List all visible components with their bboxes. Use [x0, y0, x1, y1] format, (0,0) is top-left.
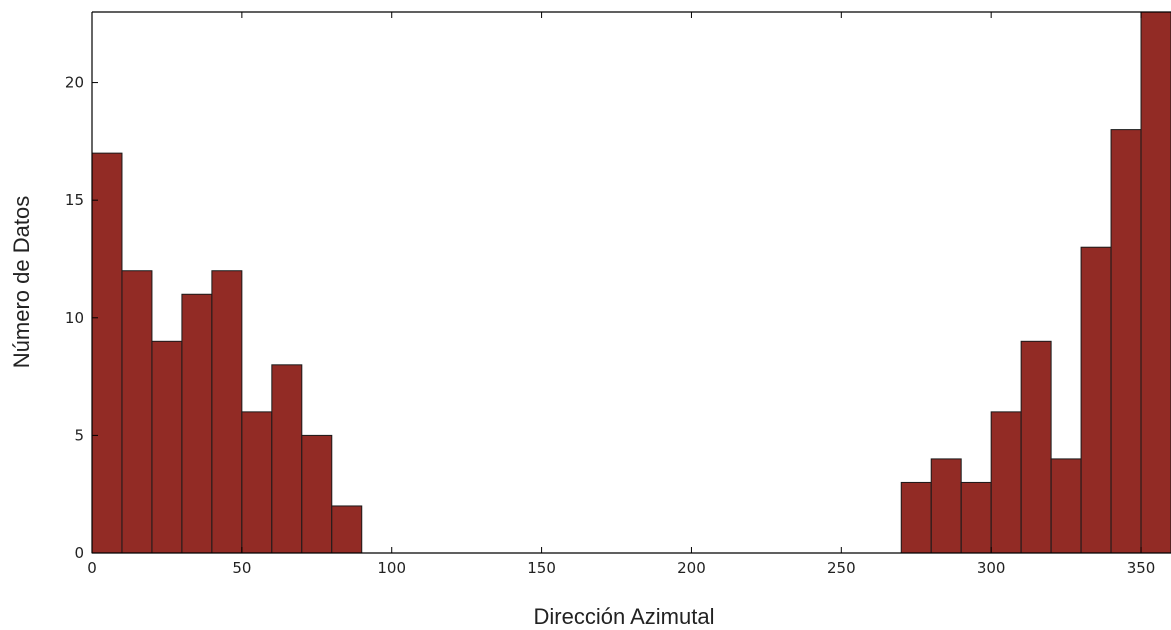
histogram-bar	[151, 340, 183, 554]
x-tick-label: 100	[377, 559, 406, 577]
x-tick-label: 150	[527, 559, 556, 577]
histogram-bar	[1110, 129, 1142, 554]
y-tick-label: 5	[74, 426, 84, 444]
histogram-bar	[900, 481, 932, 554]
histogram-bar	[301, 434, 333, 554]
histogram-bar	[271, 364, 303, 554]
x-ticks-group: 0 50 100 150 200 250 300 350	[87, 12, 1155, 577]
histogram-bar	[1050, 458, 1082, 554]
y-tick-label: 15	[65, 191, 84, 209]
histogram-bar	[91, 152, 123, 554]
histogram-bar	[1140, 11, 1171, 554]
histogram-bar	[181, 293, 213, 554]
x-tick-label: 50	[232, 559, 251, 577]
y-tick-label: 10	[65, 309, 84, 327]
histogram-bar	[121, 270, 153, 554]
x-tick-label: 350	[1127, 559, 1156, 577]
y-axis-label: Número de Datos	[9, 196, 34, 368]
histogram-bar	[331, 505, 363, 554]
x-tick-label: 300	[977, 559, 1006, 577]
x-axis-label: Dirección Azimutal	[534, 604, 715, 629]
x-tick-label: 250	[827, 559, 856, 577]
histogram-bar	[990, 411, 1022, 554]
bars-group	[91, 11, 1171, 554]
y-ticks-group: 0 5 10 15 20	[65, 74, 98, 562]
y-tick-label: 0	[74, 544, 84, 562]
histogram-bar	[1020, 340, 1052, 554]
histogram-bar	[211, 270, 243, 554]
histogram-bar	[1080, 246, 1112, 554]
histogram-bar	[960, 481, 992, 554]
histogram-bar	[241, 411, 273, 554]
x-tick-label: 0	[87, 559, 97, 577]
y-tick-label: 20	[65, 74, 84, 92]
histogram-bar	[930, 458, 962, 554]
x-tick-label: 200	[677, 559, 706, 577]
